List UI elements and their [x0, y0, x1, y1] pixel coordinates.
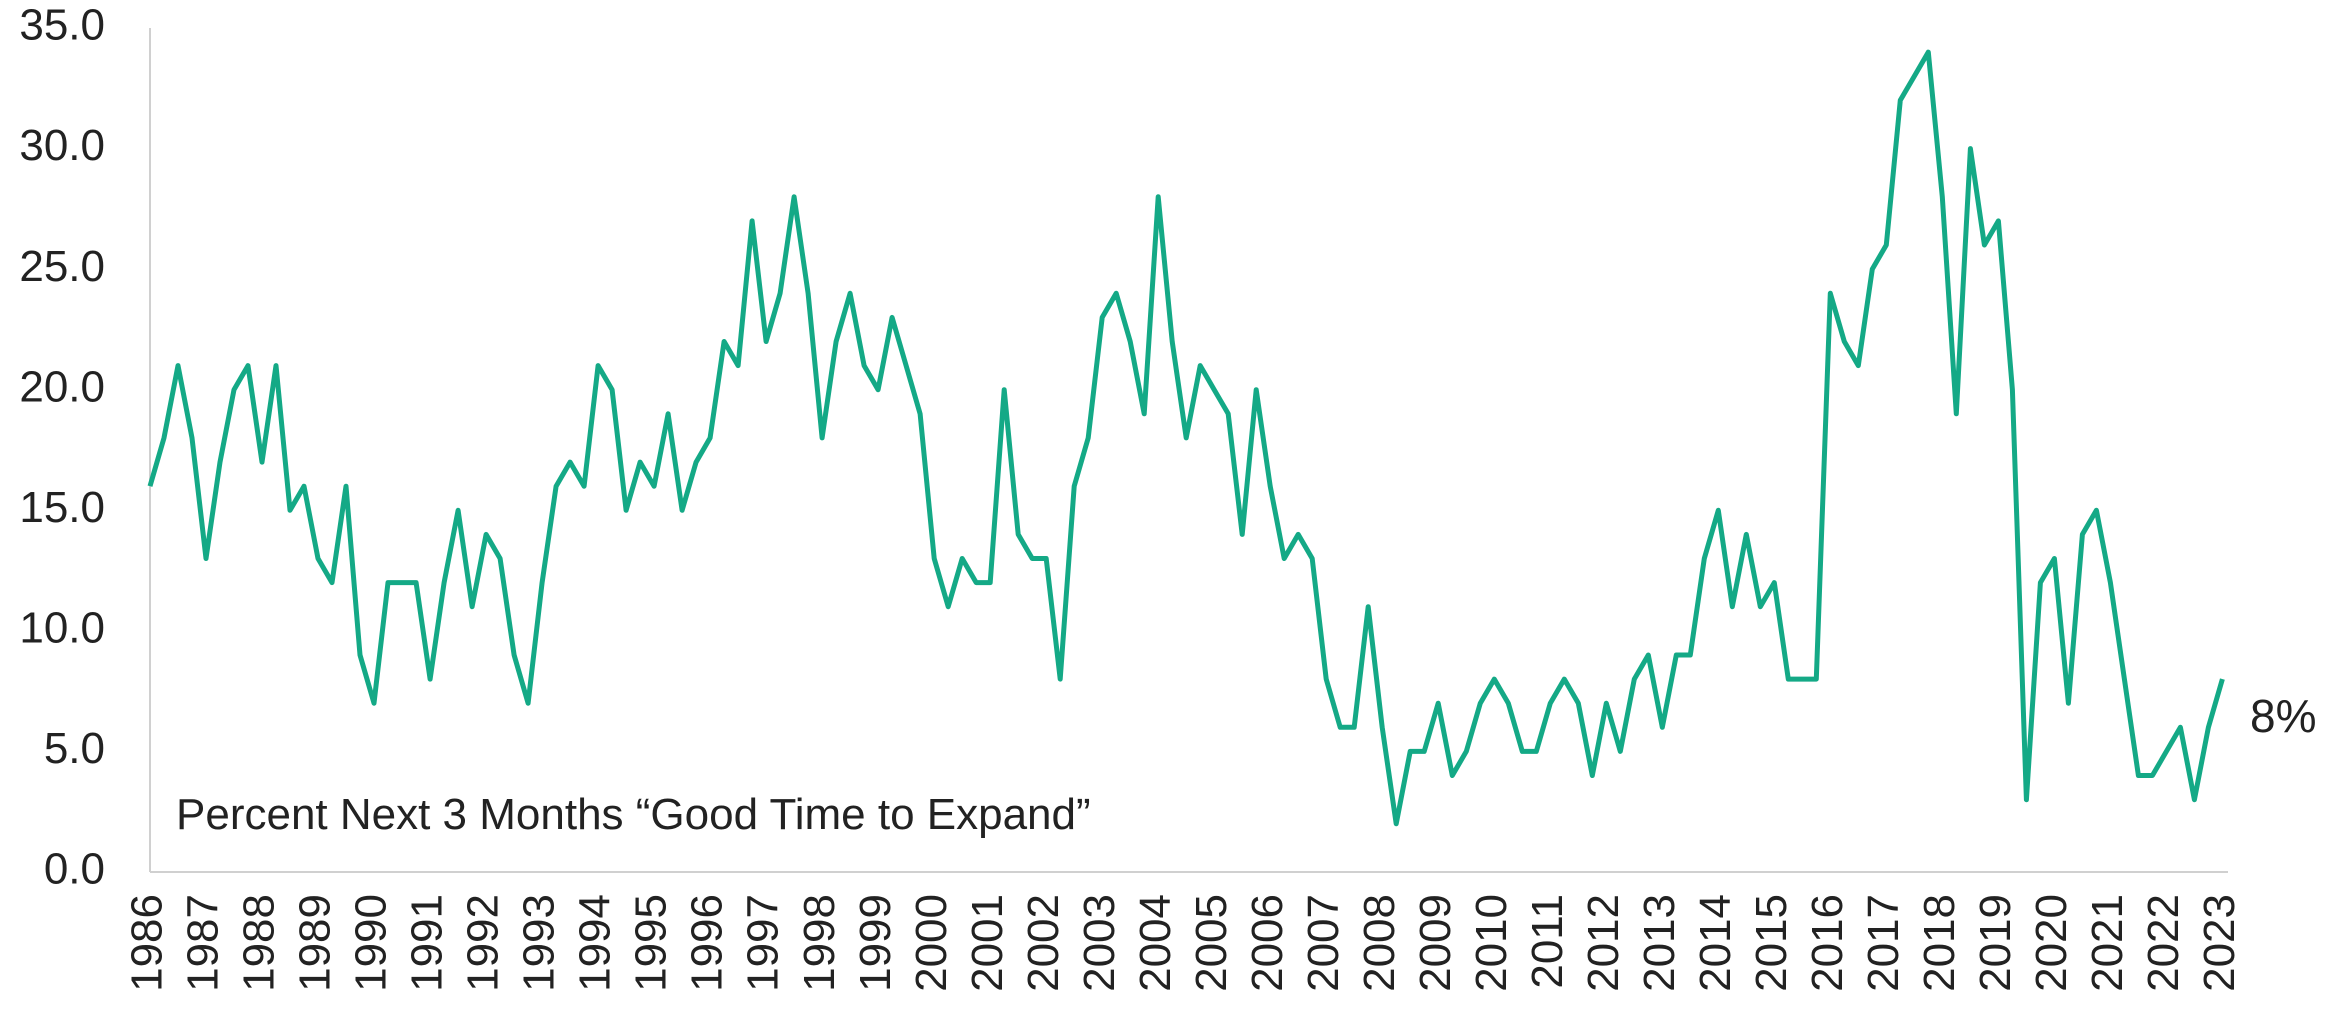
- x-tick-label: 1992: [459, 894, 508, 992]
- x-tick-label: 1989: [291, 894, 340, 992]
- y-tick-label: 0.0: [44, 845, 105, 894]
- x-tick-label: 2009: [1411, 894, 1460, 992]
- x-tick-label: 2012: [1579, 894, 1628, 992]
- x-tick-label: 1996: [683, 894, 732, 992]
- x-tick-label: 2014: [1691, 894, 1740, 992]
- x-tick-label: 2010: [1467, 894, 1516, 992]
- x-tick-label: 2001: [963, 894, 1012, 992]
- x-tick-label: 2007: [1299, 894, 1348, 992]
- x-tick-label: 2020: [2027, 894, 2076, 992]
- y-tick-label: 30.0: [19, 121, 105, 170]
- x-tick-label: 2013: [1635, 894, 1684, 992]
- x-tick-label: 1991: [403, 894, 452, 992]
- x-tick-label: 1987: [179, 894, 228, 992]
- y-tick-label: 5.0: [44, 724, 105, 773]
- y-tick-label: 10.0: [19, 603, 105, 652]
- x-tick-label: 2018: [1915, 894, 1964, 992]
- x-tick-label: 2022: [2139, 894, 2188, 992]
- data-line: [147, 49, 2225, 827]
- x-tick-label: 2008: [1355, 894, 1404, 992]
- x-tick-label: 2015: [1747, 894, 1796, 992]
- x-tick-label: 2002: [1019, 894, 1068, 992]
- x-tick-label: 2005: [1187, 894, 1236, 992]
- x-tick-label: 1986: [123, 894, 172, 992]
- x-tick-label: 1993: [515, 894, 564, 992]
- x-tick-label: 1998: [795, 894, 844, 992]
- x-tick-label: 2019: [1971, 894, 2020, 992]
- y-tick-label: 35.0: [19, 1, 105, 50]
- x-tick-label: 1994: [571, 894, 620, 992]
- x-tick-label: 1990: [347, 894, 396, 992]
- y-tick-label: 25.0: [19, 242, 105, 291]
- x-tick-label: 2003: [1075, 894, 1124, 992]
- x-tick-label: 2006: [1243, 894, 1292, 992]
- annotation: 8%: [2250, 690, 2316, 742]
- x-tick-label: 2023: [2195, 894, 2244, 992]
- x-tick-label: 2016: [1803, 894, 1852, 992]
- y-tick-label: 20.0: [19, 362, 105, 411]
- x-tick-label: 1988: [235, 894, 284, 992]
- x-tick-label: 2017: [1859, 894, 1908, 992]
- x-tick-label: 1997: [739, 894, 788, 992]
- x-tick-label: 2004: [1131, 894, 1180, 992]
- x-tick-label: 1999: [851, 894, 900, 992]
- x-tick-label: 2021: [2083, 894, 2132, 992]
- series-label: Percent Next 3 Months “Good Time to Expa…: [176, 790, 1091, 839]
- x-tick-label: 2000: [907, 894, 956, 992]
- x-tick-label: 2011: [1523, 894, 1572, 989]
- x-tick-label: 1995: [627, 894, 676, 992]
- y-tick-label: 15.0: [19, 483, 105, 532]
